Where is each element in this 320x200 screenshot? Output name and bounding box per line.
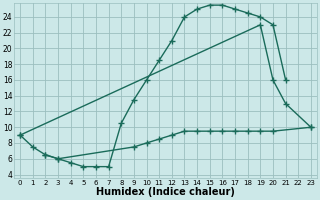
X-axis label: Humidex (Indice chaleur): Humidex (Indice chaleur) [96, 187, 235, 197]
